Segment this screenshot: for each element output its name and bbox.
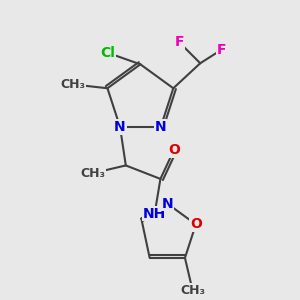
Text: N: N <box>161 196 173 211</box>
Text: Cl: Cl <box>100 46 115 60</box>
Text: O: O <box>168 143 180 157</box>
Text: N: N <box>155 120 167 134</box>
Text: N: N <box>114 120 126 134</box>
Text: O: O <box>190 217 202 231</box>
Text: CH₃: CH₃ <box>60 78 85 91</box>
Text: F: F <box>174 35 184 49</box>
Text: CH₃: CH₃ <box>81 167 106 180</box>
Text: NH: NH <box>143 206 166 220</box>
Text: F: F <box>217 43 226 57</box>
Text: CH₃: CH₃ <box>180 284 205 297</box>
